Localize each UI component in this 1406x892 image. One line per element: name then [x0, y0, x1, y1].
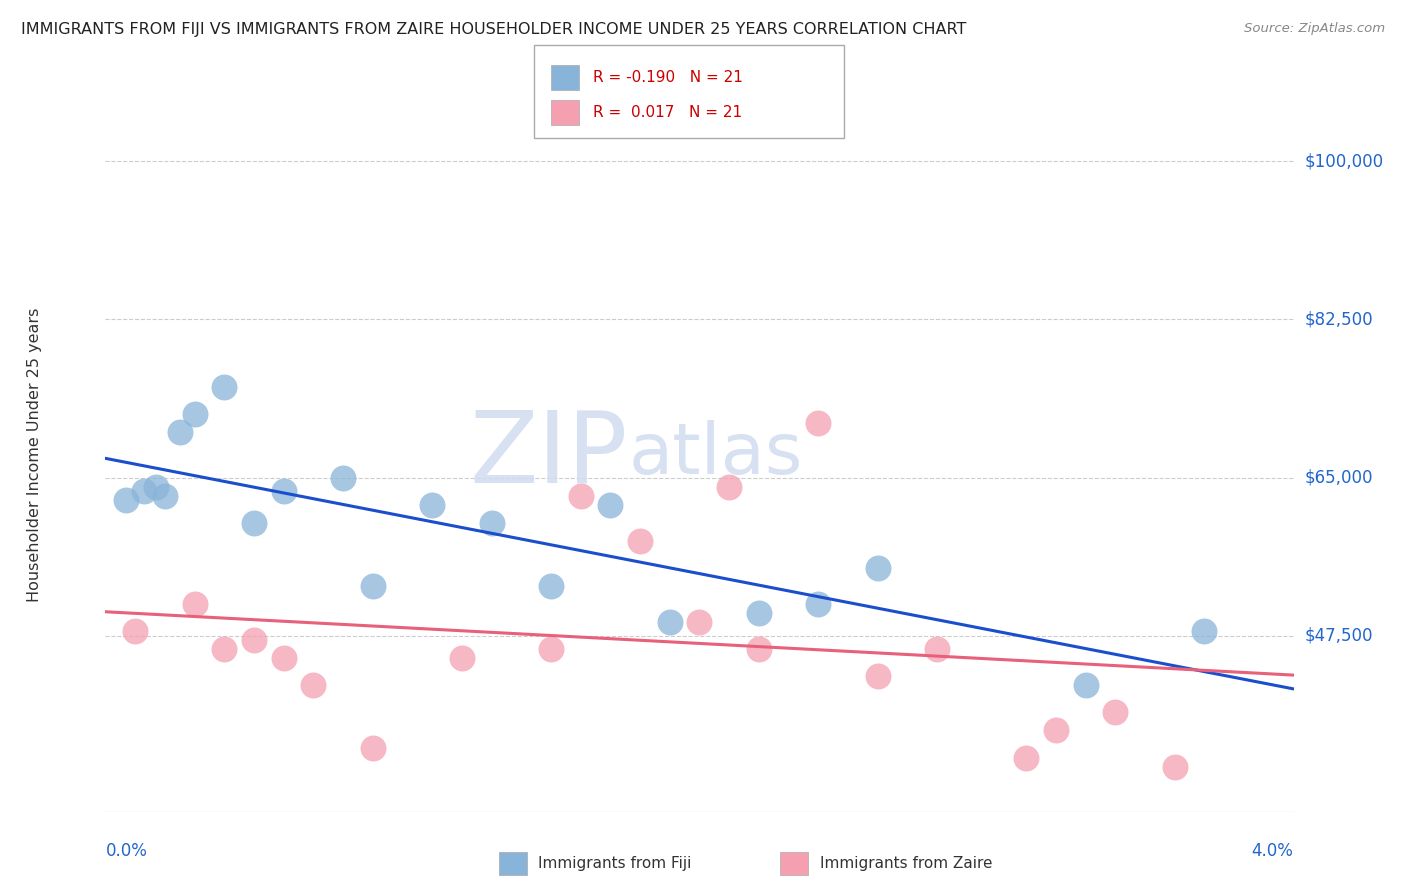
Text: atlas: atlas — [628, 420, 803, 490]
Point — [689, 615, 711, 629]
Point — [628, 533, 651, 548]
Text: Householder Income Under 25 years: Householder Income Under 25 years — [27, 308, 42, 602]
Point — [273, 651, 295, 665]
Point — [1104, 706, 1126, 720]
Point — [718, 479, 741, 493]
Point — [273, 484, 295, 499]
Point — [540, 579, 562, 593]
Point — [540, 642, 562, 657]
Text: ZIP: ZIP — [470, 407, 628, 503]
Point — [145, 479, 167, 493]
Point — [866, 561, 889, 575]
Point — [569, 489, 592, 503]
Point — [927, 642, 949, 657]
Point — [866, 669, 889, 683]
Point — [332, 470, 354, 484]
Point — [481, 516, 503, 530]
Point — [361, 741, 384, 756]
Text: 0.0%: 0.0% — [105, 842, 148, 860]
Text: $47,500: $47,500 — [1305, 626, 1374, 645]
Text: $82,500: $82,500 — [1305, 310, 1374, 328]
Point — [748, 642, 770, 657]
Point — [132, 484, 155, 499]
Point — [214, 642, 236, 657]
Point — [807, 417, 830, 431]
Point — [243, 516, 266, 530]
Point — [450, 651, 472, 665]
Point — [1164, 759, 1187, 773]
Point — [153, 489, 176, 503]
Point — [183, 407, 205, 421]
Point — [183, 597, 205, 611]
Point — [169, 425, 191, 440]
Text: Immigrants from Zaire: Immigrants from Zaire — [820, 856, 993, 871]
Point — [302, 678, 325, 692]
Point — [1074, 678, 1097, 692]
Point — [214, 380, 236, 394]
Text: IMMIGRANTS FROM FIJI VS IMMIGRANTS FROM ZAIRE HOUSEHOLDER INCOME UNDER 25 YEARS : IMMIGRANTS FROM FIJI VS IMMIGRANTS FROM … — [21, 22, 966, 37]
Point — [1015, 750, 1038, 764]
Point — [124, 624, 146, 638]
Point — [420, 498, 443, 512]
Point — [243, 633, 266, 648]
Point — [807, 597, 830, 611]
Text: R = -0.190   N = 21: R = -0.190 N = 21 — [593, 70, 744, 85]
Text: R =  0.017   N = 21: R = 0.017 N = 21 — [593, 104, 742, 120]
Point — [599, 498, 621, 512]
Point — [1045, 723, 1067, 738]
Text: $100,000: $100,000 — [1305, 153, 1384, 170]
Text: 4.0%: 4.0% — [1251, 842, 1294, 860]
Text: $65,000: $65,000 — [1305, 468, 1374, 486]
Text: Immigrants from Fiji: Immigrants from Fiji — [538, 856, 692, 871]
Point — [115, 493, 138, 508]
Point — [748, 606, 770, 620]
Point — [658, 615, 681, 629]
Point — [361, 579, 384, 593]
Text: Source: ZipAtlas.com: Source: ZipAtlas.com — [1244, 22, 1385, 36]
Point — [1194, 624, 1216, 638]
